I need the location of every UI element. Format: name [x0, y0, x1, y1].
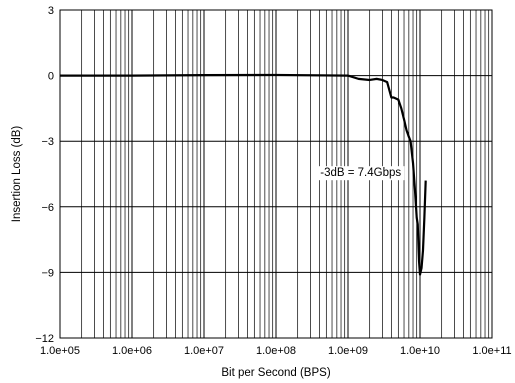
- plot-frame: [59, 9, 493, 339]
- minor-grid: [81, 10, 490, 338]
- y-tick-label: −12: [35, 333, 54, 345]
- y-axis-title: Insertion Loss (dB): [11, 126, 23, 223]
- series-layer: [60, 73, 427, 276]
- annotation-text: -3dB = 7.4Gbps: [320, 167, 401, 179]
- y-tick-label: −9: [41, 267, 54, 279]
- x-tick-labels: 1.0e+05 1.0e+06 1.0e+07 1.0e+08 1.0e+09 1.0e+…: [40, 345, 512, 357]
- x-tick-label: 1.0e+07: [184, 345, 224, 357]
- y-tick-label: 0: [48, 71, 54, 83]
- annotation-layer: -3dB = 7.4Gbps: [317, 166, 405, 181]
- x-tick-label: 1.0e+05: [40, 345, 80, 357]
- x-axis-title: Bit per Second (BPS): [221, 367, 330, 379]
- y-tick-labels: −12 −9 −6 −3 0 3: [35, 5, 54, 345]
- y-tick-label: 3: [48, 5, 54, 17]
- x-tick-label: 1.0e+06: [112, 345, 152, 357]
- x-tick-label: 1.0e+10: [400, 345, 440, 357]
- annotation-background: [317, 166, 405, 181]
- series-line: [60, 73, 427, 276]
- y-tick-label: −3: [41, 136, 54, 148]
- x-tick-label: 1.0e+11: [472, 345, 511, 357]
- x-tick-label: 1.0e+09: [328, 345, 368, 357]
- y-tick-label: −6: [41, 202, 54, 214]
- x-tick-label: 1.0e+08: [256, 345, 296, 357]
